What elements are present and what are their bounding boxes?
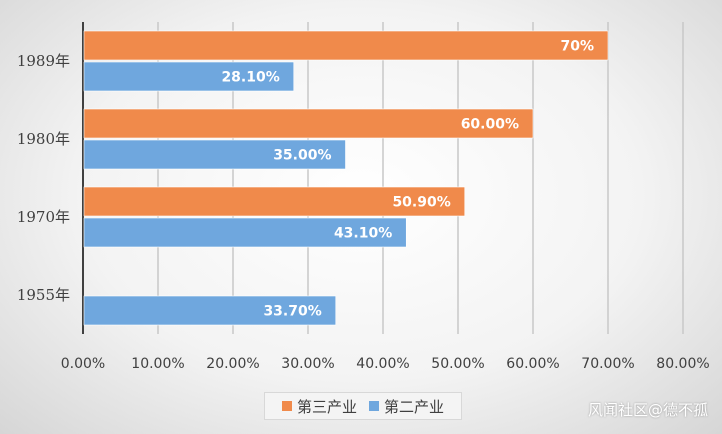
bar-secondary: [83, 217, 407, 248]
bar-tertiary: [83, 186, 466, 217]
x-tick-label: 80.00%: [656, 356, 709, 372]
category-label: 1980年: [17, 130, 70, 148]
x-tick-label: 30.00%: [281, 356, 334, 372]
bar-secondary: [83, 295, 337, 326]
data-label: 28.10%: [221, 70, 279, 86]
category-label: 1989年: [17, 52, 70, 70]
x-tick-label: 40.00%: [356, 356, 409, 372]
bar-tertiary: [83, 108, 534, 139]
data-label: 43.10%: [334, 226, 392, 242]
legend-swatch-tertiary: [281, 401, 292, 411]
legend-label-tertiary: 第三产业: [296, 397, 357, 416]
data-label: 70%: [560, 39, 594, 55]
chart-legend: 第三产业 第二产业: [264, 392, 462, 420]
data-label: 60.00%: [461, 117, 519, 133]
bar-tertiary: [83, 30, 609, 61]
category-label: 1955年: [17, 286, 70, 304]
legend-swatch-secondary: [369, 401, 379, 411]
x-tick-label: 0.00%: [61, 356, 105, 372]
data-label: 50.90%: [392, 195, 450, 211]
bar-secondary: [83, 61, 295, 92]
x-tick-label: 70.00%: [581, 356, 634, 372]
x-tick-label: 60.00%: [506, 356, 559, 372]
legend-item-secondary: 第二产业: [369, 396, 444, 417]
data-label: 35.00%: [273, 148, 331, 164]
data-label: 33.70%: [263, 304, 321, 320]
legend-label-secondary: 第二产业: [384, 397, 445, 416]
bar-secondary: [83, 139, 346, 170]
legend-item-tertiary: 第三产业: [281, 396, 357, 417]
x-tick-label: 10.00%: [131, 356, 184, 372]
category-label: 1970年: [17, 208, 70, 226]
x-tick-label: 20.00%: [206, 356, 259, 372]
x-tick-label: 50.00%: [431, 356, 484, 372]
watermark-text: 风闻社区@德不孤: [587, 401, 708, 419]
